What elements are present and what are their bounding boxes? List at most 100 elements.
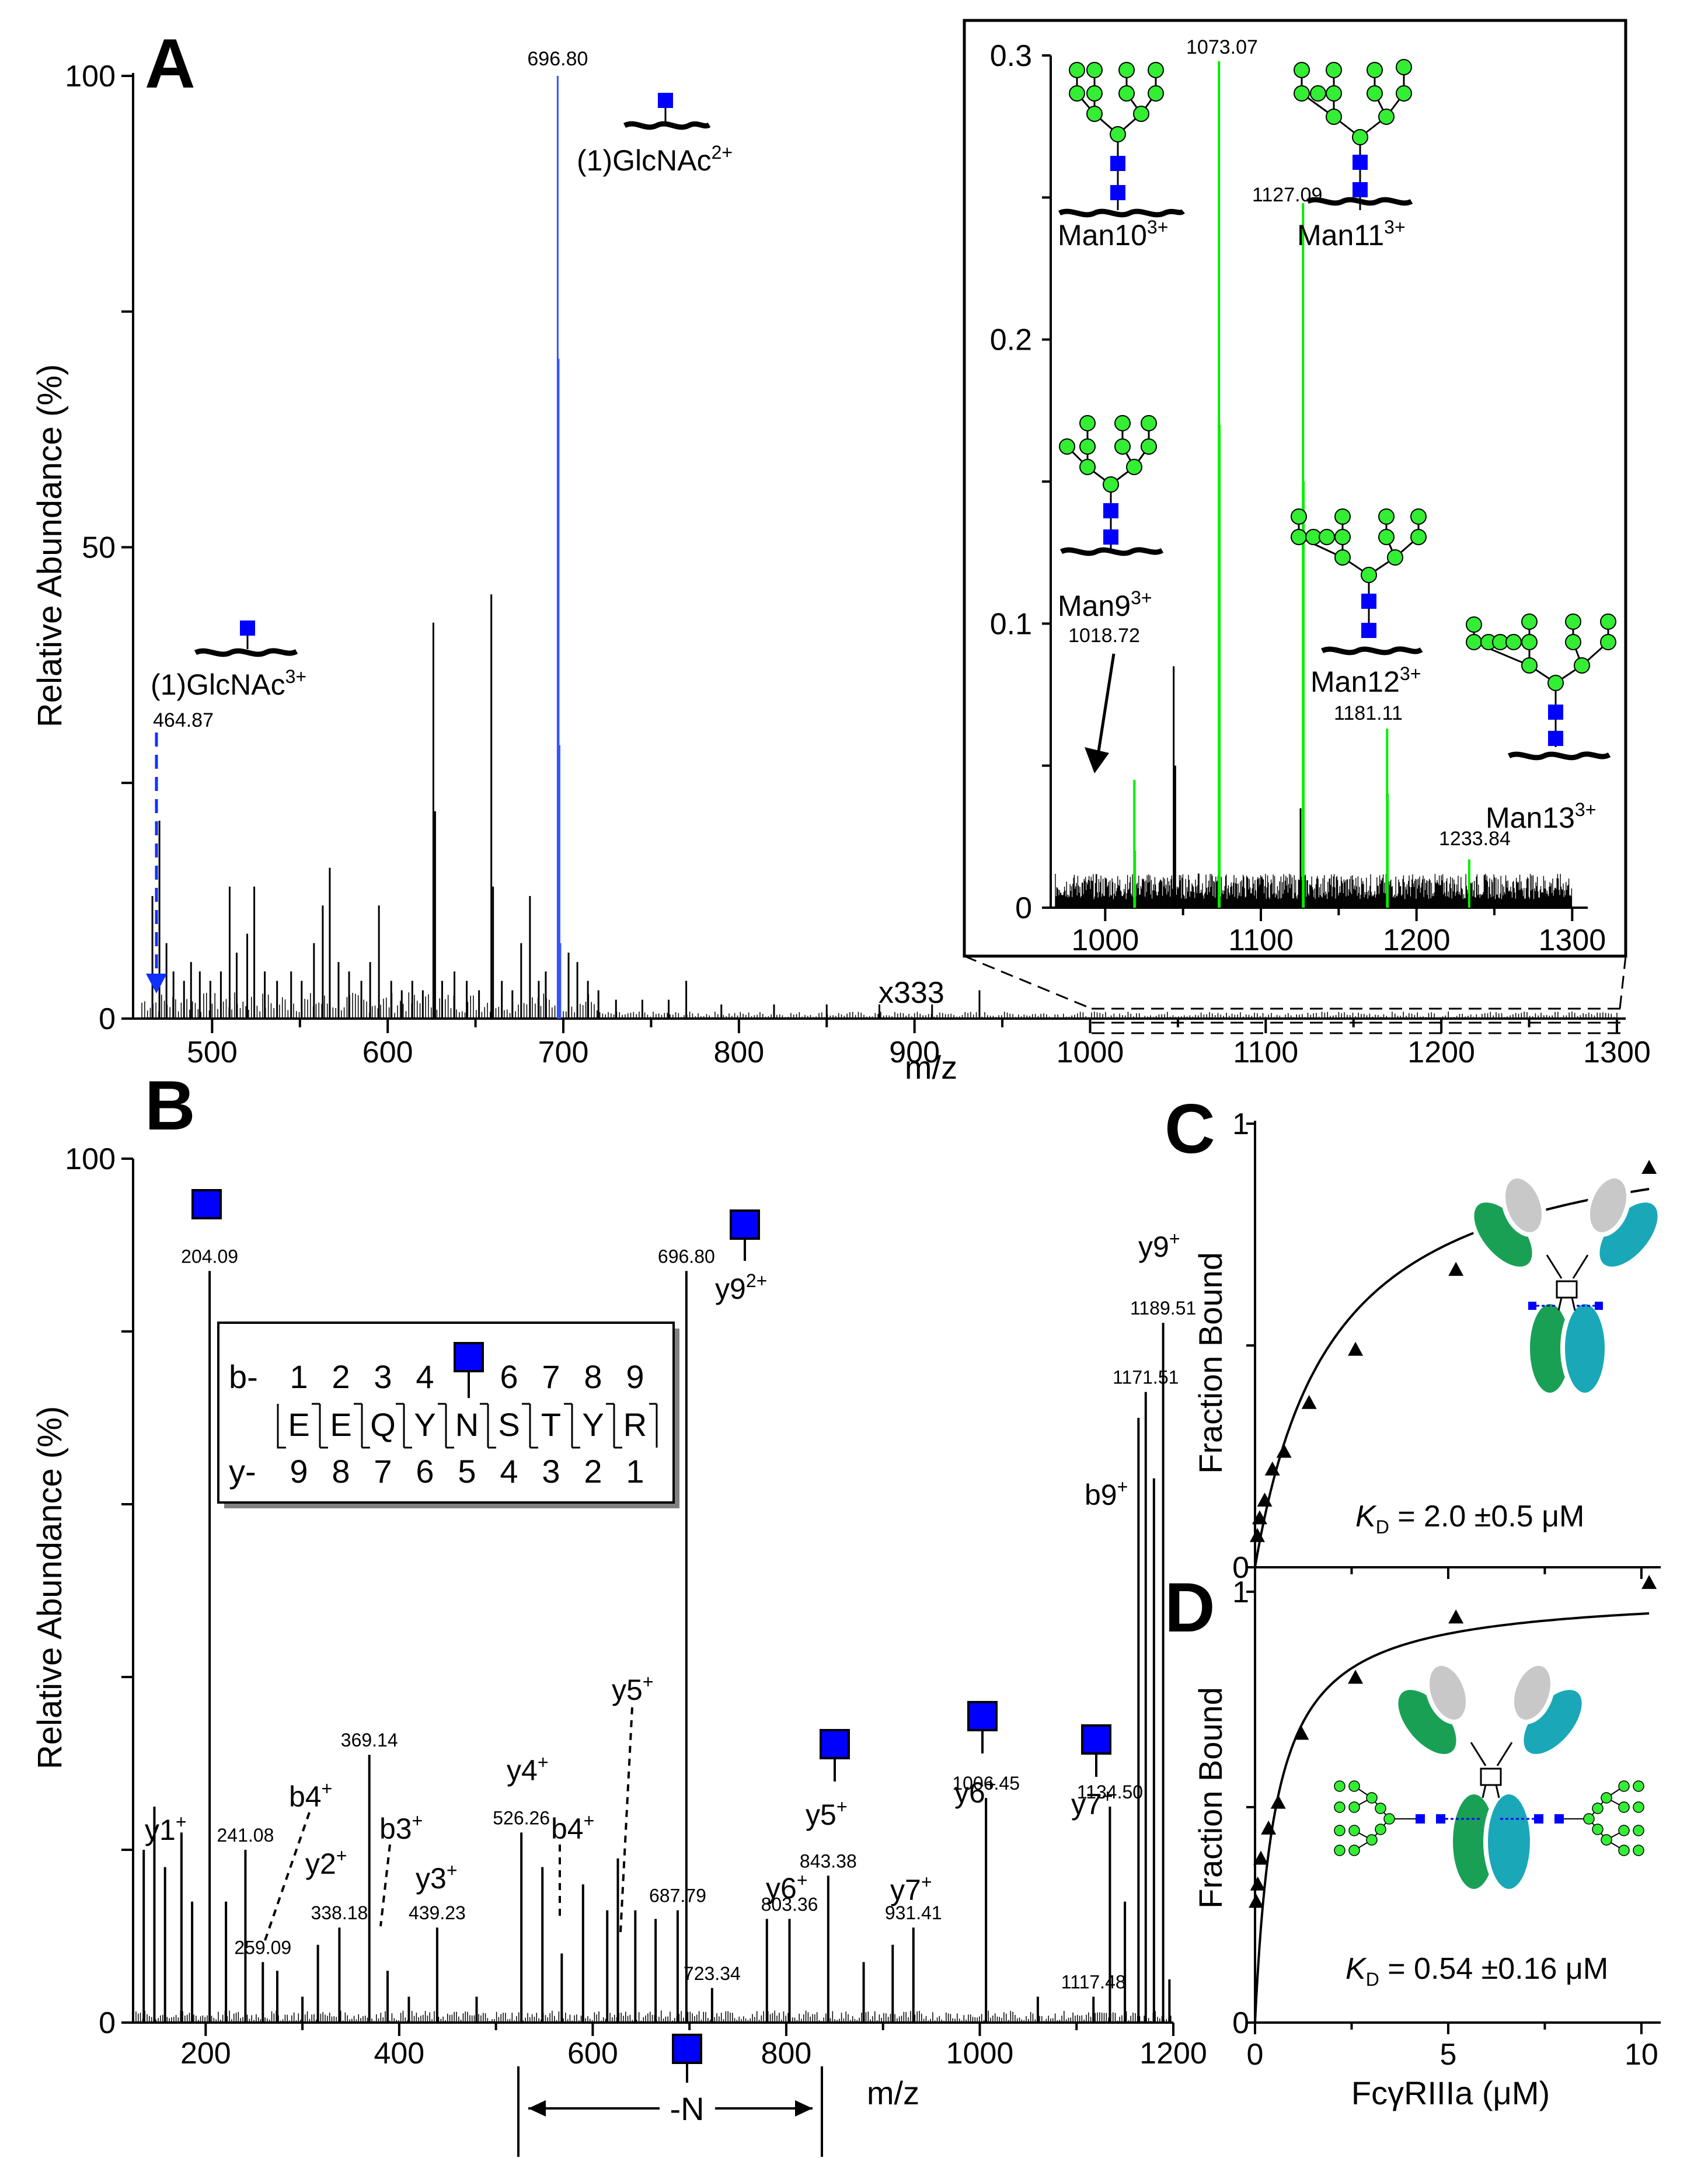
data-point <box>1276 1444 1292 1458</box>
data-point <box>1249 1528 1265 1542</box>
x-tick-label: 1000 <box>1057 1036 1124 1069</box>
panel-d-x-axis-label: FcγRIIIa (μM) <box>1351 2075 1550 2111</box>
x-tick-label: 1300 <box>1538 923 1606 957</box>
glcnac-square-icon <box>730 1209 760 1240</box>
y-tick-label: 0 <box>1232 1551 1249 1585</box>
x-tick-label: 1100 <box>1228 923 1294 957</box>
data-point <box>1294 1725 1309 1740</box>
svg-text:y92+: y92+ <box>715 1270 767 1305</box>
glcnac-square-icon <box>191 1189 222 1219</box>
cleavage-tick <box>522 1403 538 1449</box>
b-ion-number: 4 <box>416 1358 434 1395</box>
cleavage-tick <box>396 1403 412 1449</box>
sequence-residue: Y <box>582 1406 604 1443</box>
man11-glycan-icon <box>1294 59 1413 210</box>
peak-label: 803.36 <box>761 1894 818 1915</box>
inset-peaks <box>1133 61 1470 908</box>
cleavage-tick <box>564 1403 580 1449</box>
y-ion-number: 5 <box>458 1453 476 1490</box>
man12-glycan-icon <box>1291 508 1427 656</box>
data-point <box>1261 1820 1277 1835</box>
y-tick-label: 0.3 <box>990 39 1032 73</box>
y-ion-number: 6 <box>416 1453 434 1490</box>
peak-label: 241.08 <box>217 1825 274 1846</box>
sequence-residue: E <box>330 1406 351 1443</box>
glcnac-square-icon <box>1081 1724 1111 1755</box>
data-point <box>1348 1341 1364 1356</box>
cleavage-tick <box>354 1403 370 1449</box>
panel-a-peaks: 696.80 <box>141 48 1618 1019</box>
panel-label-a: A <box>145 25 196 103</box>
data-point <box>1641 1575 1657 1589</box>
y-tick-label: 50 <box>82 531 116 565</box>
b-ion-number: 1 <box>290 1358 308 1395</box>
sequence-bracket <box>649 1403 658 1448</box>
svg-text:y6+: y6+ <box>766 1870 808 1905</box>
man12-mz-label: 1181.11 <box>1334 702 1403 724</box>
panel-d-fit-curve <box>1254 1612 1650 2023</box>
y-ion-number: 2 <box>584 1453 602 1490</box>
sequence-residue: E <box>288 1406 309 1443</box>
panel-b-y-ticks: 0 100 <box>65 1142 133 2040</box>
glcnac3-annotation: (1)GlcNAc3+ 464.87 <box>146 620 306 993</box>
sequence-residue: Y <box>414 1406 435 1443</box>
glcnac-square-icon <box>967 1701 998 1731</box>
man10-label: Man10 <box>1058 219 1147 252</box>
y-ion-number: 1 <box>626 1453 644 1490</box>
peak-label: 696.80 <box>658 1246 715 1267</box>
peak-label: 687.79 <box>649 1885 706 1906</box>
panel-b-peaks: 204.09 241.08 259.09 338.18 369.14 439.23 526.… <box>135 1246 1196 2023</box>
panel-a-x-axis-label: m/z <box>905 1049 957 1086</box>
svg-text:y1+: y1+ <box>145 1811 187 1846</box>
x-tick-label: 200 <box>180 2037 231 2070</box>
x-tick-label: 1200 <box>1139 2037 1207 2070</box>
panel-b-y-axis-label: Relative Abundance (%) <box>31 1406 69 1769</box>
data-point <box>1348 1669 1364 1684</box>
x-tick-label: 0 <box>1247 2038 1264 2072</box>
panel-d-y-axis-label: Fraction Bound <box>1192 1687 1229 1909</box>
svg-text:b4+: b4+ <box>289 1778 332 1813</box>
svg-text:y7+: y7+ <box>890 1871 932 1906</box>
y-tick-label: 0 <box>99 2006 116 2040</box>
data-point <box>1248 1894 1264 1908</box>
man9-arrowhead <box>1085 747 1109 773</box>
panel-a-y-ticks: 0 50 100 <box>65 60 133 1036</box>
man13-mz-label: 1233.84 <box>1439 828 1511 850</box>
cleavage-tick <box>438 1403 454 1449</box>
x-tick-label: 1100 <box>1233 1036 1298 1069</box>
x-tick-label: 1000 <box>1071 923 1139 957</box>
peak-label: 369.14 <box>341 1730 398 1751</box>
man9-glycan-icon <box>1059 415 1164 556</box>
panel-d-axes <box>1254 1570 1661 2024</box>
svg-text:y7+: y7+ <box>1071 1786 1113 1821</box>
svg-text:y6+: y6+ <box>954 1774 996 1809</box>
glcnac2-annotation: (1)GlcNAc2+ <box>577 93 733 177</box>
x-tick-label: 700 <box>538 1036 589 1069</box>
svg-text:y4+: y4+ <box>507 1752 549 1787</box>
y-tick-label: 0.2 <box>990 323 1032 357</box>
peak-label: 723.34 <box>684 1963 741 1984</box>
x-tick-label: 500 <box>187 1036 238 1069</box>
peak-label: 526.26 <box>493 1807 550 1828</box>
y-tick-label: 1 <box>1232 1575 1249 1609</box>
panel-b-glycan-markers <box>191 1189 1111 2083</box>
panel-d-points <box>1248 1575 1657 1908</box>
man13-glycan-icon <box>1466 613 1616 761</box>
sequence-residue: S <box>498 1406 520 1443</box>
sequence-residue: R <box>623 1406 647 1443</box>
glcnac-square-icon <box>672 2034 702 2064</box>
peak-label: 338.18 <box>311 1902 368 1923</box>
peak-label: 439.23 <box>409 1902 466 1923</box>
panel-b-x-ticks: 200 400 600 800 1000 1200 <box>180 2023 1207 2070</box>
data-point <box>1257 1493 1273 1507</box>
man10-glycan-icon <box>1058 62 1185 218</box>
peak-label: 696.80 <box>527 48 588 70</box>
data-point <box>1252 1510 1267 1525</box>
y-tick-label: 100 <box>65 1142 116 1176</box>
man9-charge: 3+ <box>1131 587 1152 608</box>
data-point <box>1264 1461 1280 1476</box>
